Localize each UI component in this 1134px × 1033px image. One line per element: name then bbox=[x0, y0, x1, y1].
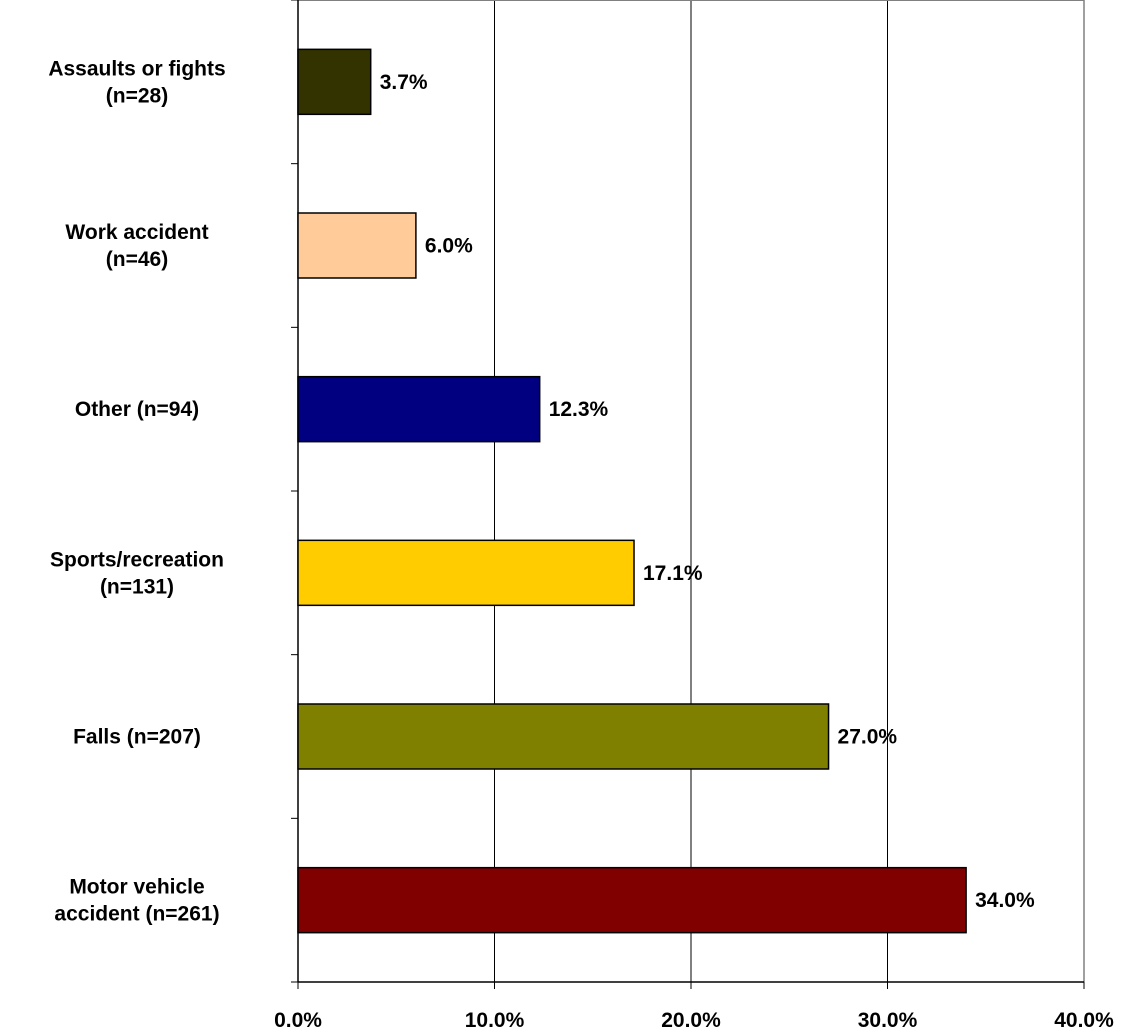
x-tick-label: 20.0% bbox=[661, 1009, 721, 1032]
category-label: Other (n=94) bbox=[75, 398, 199, 421]
value-label: 34.0% bbox=[975, 889, 1035, 912]
axes bbox=[291, 0, 1085, 989]
value-labels: 3.7% 6.0% 12.3% 17.1% 27.0% 34.0% bbox=[380, 71, 1035, 912]
category-label: (n=28) bbox=[106, 84, 168, 107]
bar bbox=[297, 212, 417, 279]
value-label: 17.1% bbox=[643, 562, 703, 585]
category-label: Sports/recreation bbox=[50, 548, 224, 571]
category-labels: Assaults or fights (n=28) Work accident (n=… bbox=[48, 57, 225, 925]
x-tick-labels: 0.0% 10.0% 20.0% 30.0% 40.0% bbox=[274, 1009, 1114, 1032]
category-label: Motor vehicle bbox=[69, 876, 204, 899]
category-label: Falls (n=207) bbox=[73, 726, 201, 749]
bar bbox=[297, 866, 967, 934]
value-label: 27.0% bbox=[838, 726, 898, 749]
gridlines bbox=[494, 0, 1085, 982]
x-tick-label: 10.0% bbox=[465, 1009, 525, 1032]
value-label: 3.7% bbox=[380, 71, 428, 94]
x-tick-label: 0.0% bbox=[274, 1009, 322, 1032]
category-label: accident (n=261) bbox=[54, 903, 219, 926]
value-label: 12.3% bbox=[549, 398, 609, 421]
bar bbox=[297, 539, 635, 607]
category-label: Work accident bbox=[65, 221, 208, 244]
bar bbox=[297, 48, 372, 116]
value-label: 6.0% bbox=[425, 235, 473, 258]
bar bbox=[297, 375, 541, 443]
bar bbox=[297, 703, 830, 770]
x-tick-label: 30.0% bbox=[858, 1009, 918, 1032]
category-label: (n=131) bbox=[100, 575, 174, 598]
category-label: Assaults or fights bbox=[48, 57, 225, 80]
x-tick-label: 40.0% bbox=[1054, 1009, 1114, 1032]
bars bbox=[297, 48, 967, 934]
category-label: (n=46) bbox=[106, 248, 168, 271]
